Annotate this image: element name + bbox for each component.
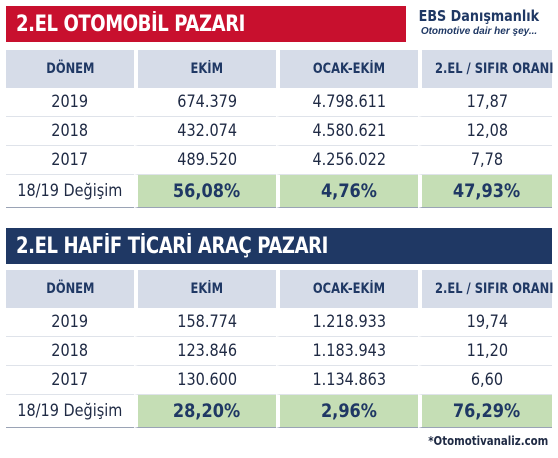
cell-october: 674.379 [134, 88, 276, 117]
source-credit: *Otomotivanaliz.com [427, 434, 548, 448]
cell-ratio: 11,20 [418, 337, 552, 366]
column-header-ratio: 2.EL / SIFIR ORANI [418, 50, 554, 88]
cell-ratio: 7,78 [418, 146, 552, 175]
cell-october: 432.074 [134, 117, 276, 146]
section2-title-banner: 2.EL HAFİF TİCARİ ARAÇ PAZARI [6, 228, 552, 264]
section1-title: 2.EL OTOMOBİL PAZARI [16, 11, 245, 37]
cell-ratio: 12,08 [418, 117, 552, 146]
cell-jan-oct: 4.256.022 [276, 146, 418, 175]
cell-period: 2019 [6, 308, 134, 337]
cell-period: 2018 [6, 117, 134, 146]
cell-october: 130.600 [134, 366, 276, 395]
section1-table: DÖNEM EKİM OCAK-EKİM 2.EL / SIFIR ORANI … [6, 50, 554, 208]
cell-period: 2018 [6, 337, 134, 366]
table-row: 2019 674.379 4.798.611 17,87 [6, 88, 552, 117]
column-header-ratio: 2.EL / SIFIR ORANI [418, 270, 554, 308]
cell-jan-oct: 4.580.621 [276, 117, 418, 146]
cell-october: 489.520 [134, 146, 276, 175]
cell-jan-oct: 1.183.943 [276, 337, 418, 366]
brand-logo: EBS Danışmanlık Otomotive dair her şey..… [406, 6, 552, 42]
column-header-period: DÖNEM [6, 270, 134, 308]
cell-period: 2017 [6, 146, 134, 175]
column-header-jan-oct: OCAK-EKİM [276, 270, 418, 308]
section1-title-banner: 2.EL OTOMOBİL PAZARI [6, 6, 406, 42]
table-row: 2017 489.520 4.256.022 7,78 [6, 146, 552, 175]
brand-name: EBS Danışmanlık [418, 7, 540, 25]
change-ratio: 76,29% [418, 395, 552, 428]
column-header-october: EKİM [134, 50, 276, 88]
change-label: 18/19 Değişim [6, 395, 134, 428]
change-row: 18/19 Değişim 56,08% 4,76% 47,93% [6, 175, 552, 208]
change-ratio: 47,93% [418, 175, 552, 208]
section2-title: 2.EL HAFİF TİCARİ ARAÇ PAZARI [16, 233, 328, 259]
section2-table: DÖNEM EKİM OCAK-EKİM 2.EL / SIFIR ORANI … [6, 270, 554, 428]
table-row: 2018 123.846 1.183.943 11,20 [6, 337, 552, 366]
change-label: 18/19 Değişim [6, 175, 134, 208]
cell-ratio: 17,87 [418, 88, 552, 117]
change-october: 28,20% [134, 395, 276, 428]
column-header-period: DÖNEM [6, 50, 134, 88]
cell-october: 158.774 [134, 308, 276, 337]
change-jan-oct: 2,96% [276, 395, 418, 428]
column-header-october: EKİM [134, 270, 276, 308]
cell-period: 2017 [6, 366, 134, 395]
change-october: 56,08% [134, 175, 276, 208]
cell-october: 123.846 [134, 337, 276, 366]
table-header-row: DÖNEM EKİM OCAK-EKİM 2.EL / SIFIR ORANI [6, 50, 554, 88]
brand-tagline: Otomotive dair her şey... [420, 26, 538, 37]
table-row: 2017 130.600 1.134.863 6,60 [6, 366, 552, 395]
table-row: 2018 432.074 4.580.621 12,08 [6, 117, 552, 146]
cell-ratio: 19,74 [418, 308, 552, 337]
cell-jan-oct: 4.798.611 [276, 88, 418, 117]
table-row: 2019 158.774 1.218.933 19,74 [6, 308, 552, 337]
change-jan-oct: 4,76% [276, 175, 418, 208]
cell-ratio: 6,60 [418, 366, 552, 395]
cell-jan-oct: 1.218.933 [276, 308, 418, 337]
column-header-jan-oct: OCAK-EKİM [276, 50, 418, 88]
change-row: 18/19 Değişim 28,20% 2,96% 76,29% [6, 395, 552, 428]
cell-jan-oct: 1.134.863 [276, 366, 418, 395]
table-header-row: DÖNEM EKİM OCAK-EKİM 2.EL / SIFIR ORANI [6, 270, 554, 308]
cell-period: 2019 [6, 88, 134, 117]
